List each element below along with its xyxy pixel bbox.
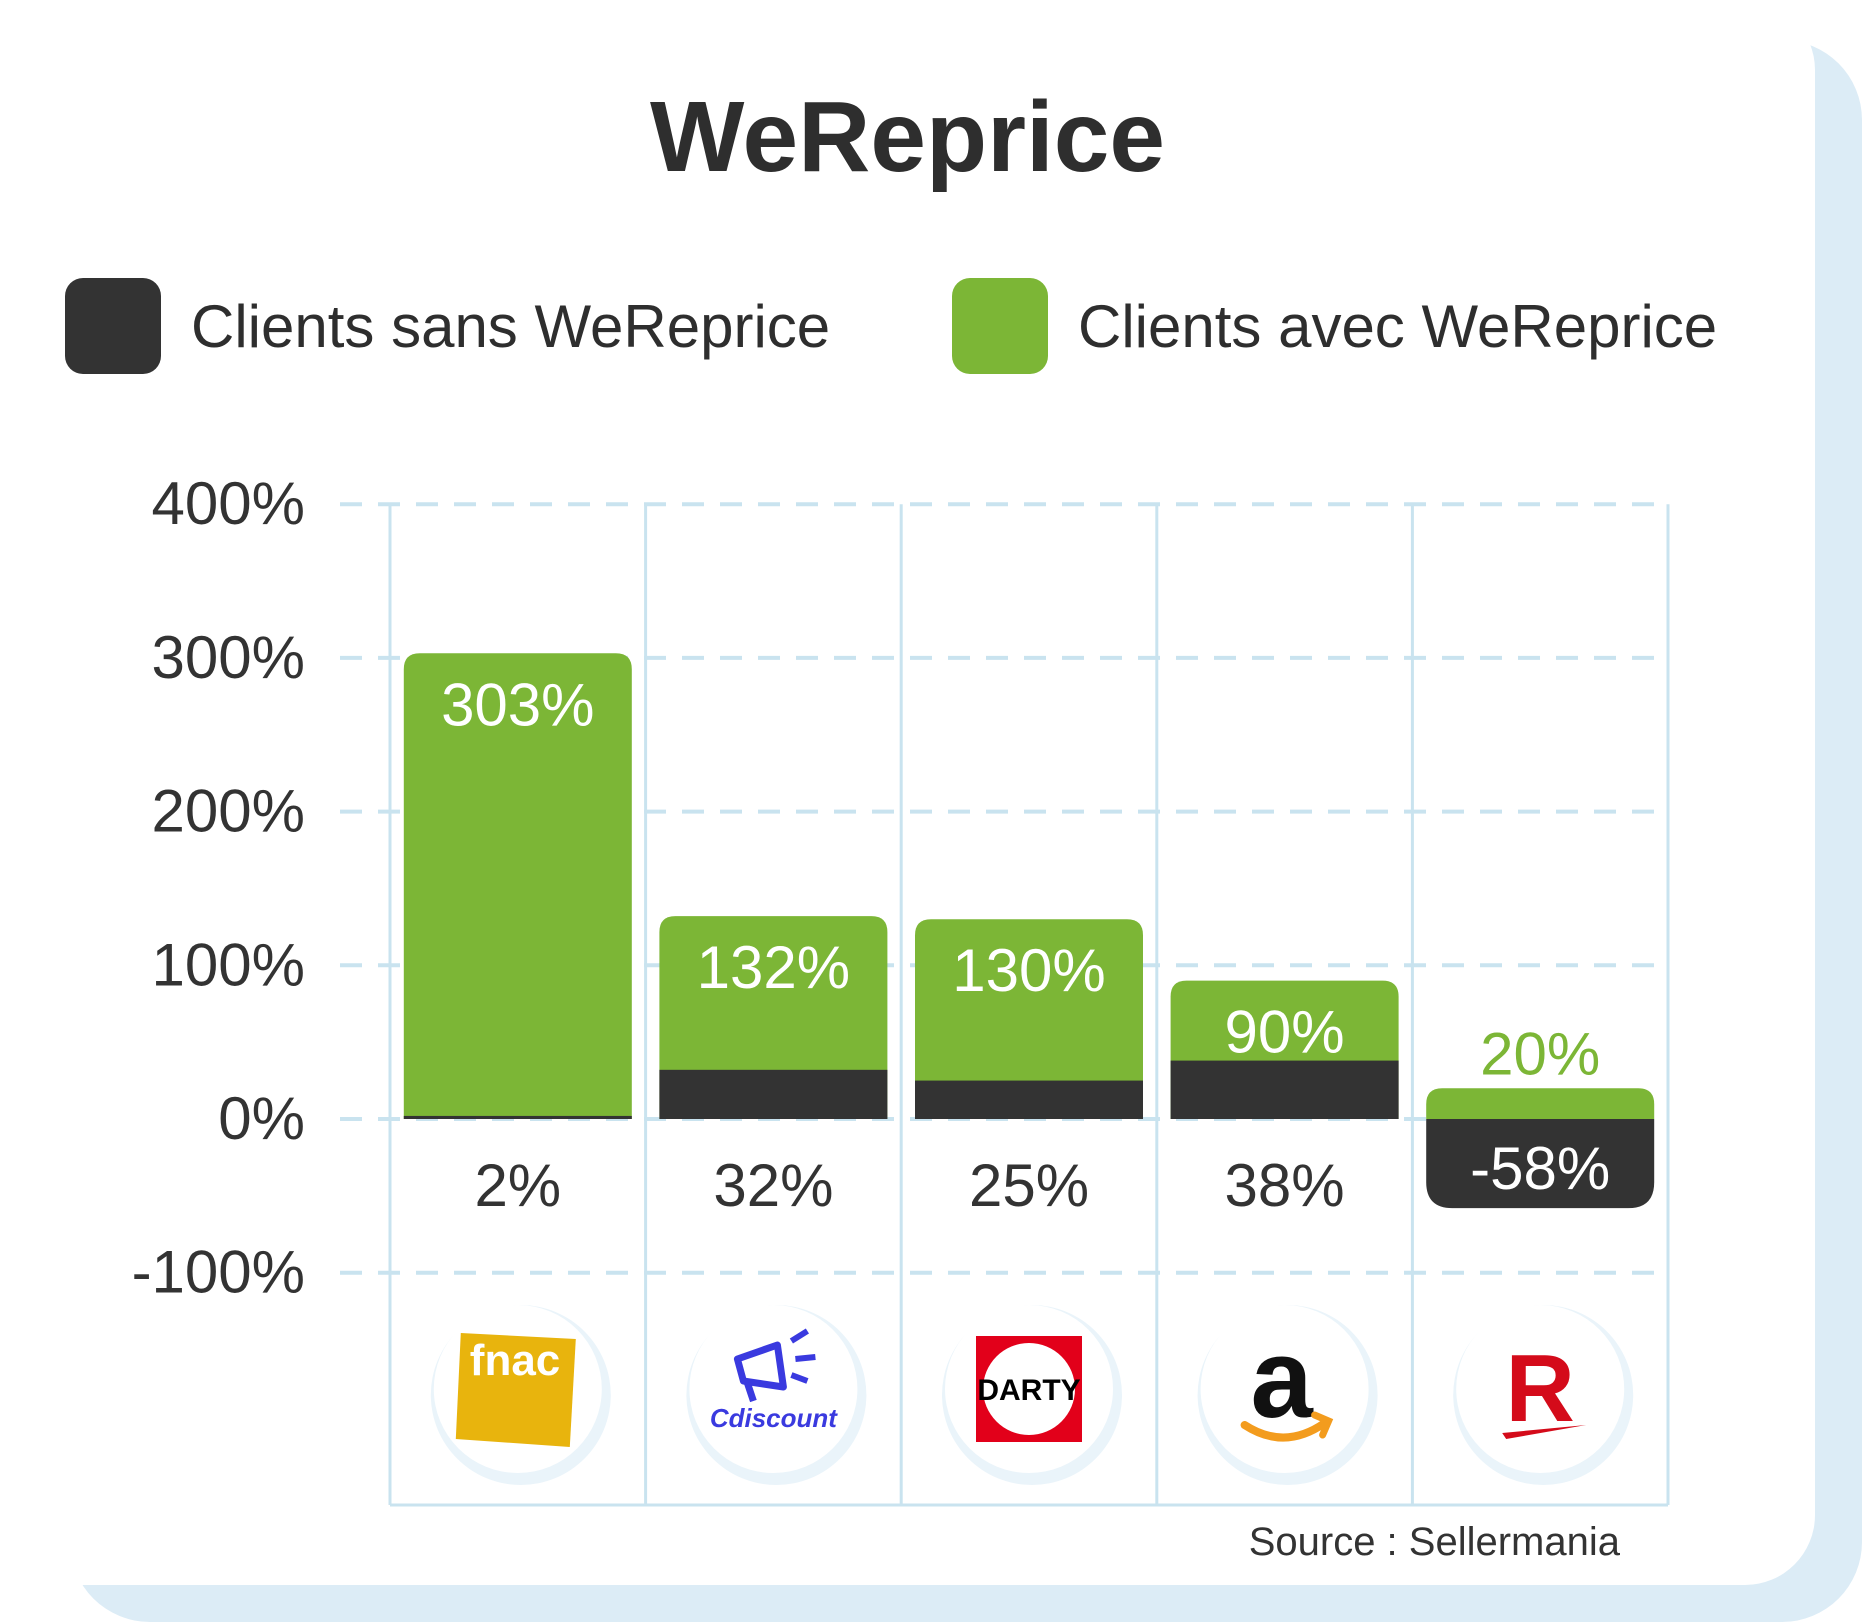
legend-label-avec: Clients avec WeReprice <box>1078 292 1718 360</box>
chart-title: WeReprice <box>649 81 1166 193</box>
bar-avec <box>659 916 888 1119</box>
megaphone-handle <box>744 1381 757 1403</box>
bar-sans <box>915 1080 1143 1119</box>
legend-swatch-avec <box>952 278 1048 374</box>
bar-sans <box>1426 1119 1655 1209</box>
amazon-arrow-icon <box>1311 1411 1334 1439</box>
megaphone-ray <box>795 1354 816 1362</box>
y-tick-label: 200% <box>152 778 305 845</box>
data-label-avec: 20% <box>1480 1020 1600 1087</box>
rakuten-logo-text: R <box>1506 1335 1575 1442</box>
darty-logo-circle <box>983 1343 1075 1435</box>
legend-item-avec: Clients avec WeReprice <box>952 278 1717 374</box>
data-label-sans: 38% <box>1225 1152 1345 1219</box>
megaphone-icon <box>733 1341 787 1391</box>
bar-sans <box>659 1069 888 1119</box>
chart-card: WeReprice Clients sans WeReprice Clients… <box>65 81 1718 1564</box>
y-tick-label: 400% <box>152 470 305 537</box>
megaphone-ray <box>789 1328 809 1344</box>
rakuten-swoosh-icon <box>1502 1425 1587 1439</box>
source-note: Source : Sellermania <box>1248 1520 1620 1564</box>
data-label-avec: 130% <box>952 937 1105 1004</box>
bar-sans <box>403 1115 632 1119</box>
y-tick-label: 100% <box>152 931 305 998</box>
y-tick-label: 300% <box>152 624 305 691</box>
data-label-sans: 25% <box>969 1152 1089 1219</box>
data-label-sans: 32% <box>713 1152 833 1219</box>
legend-item-sans: Clients sans WeReprice <box>65 278 830 374</box>
bar-avec <box>915 919 1143 1119</box>
y-tick-label: -100% <box>132 1239 305 1306</box>
bar-sans <box>1170 1060 1399 1119</box>
fnac-logo-text: fnac <box>470 1336 560 1385</box>
cdiscount-logo-text: Cdiscount <box>710 1403 838 1433</box>
bar-chart: 400% 300% 200% 100% 0% -100% 2% 303% 32% 132% 25% 1… <box>132 470 1670 1507</box>
data-label-avec: 132% <box>697 934 850 1001</box>
fnac-logo <box>455 1333 576 1447</box>
data-label-sans: 2% <box>474 1152 561 1219</box>
amazon-logo-text: a <box>1250 1316 1313 1441</box>
data-label-sans: -58% <box>1470 1135 1610 1202</box>
legend-swatch-sans <box>65 278 161 374</box>
darty-logo-text: DARTY <box>977 1374 1080 1407</box>
y-tick-label: 0% <box>218 1085 305 1152</box>
bar-avec <box>1426 1088 1655 1119</box>
bar-avec <box>403 653 632 1119</box>
rakuten-logo-circle <box>1456 1305 1625 1473</box>
megaphone-ray <box>790 1372 809 1384</box>
amazon-smile-icon <box>1240 1419 1329 1442</box>
data-label-avec: 303% <box>441 671 594 738</box>
legend-label-sans: Clients sans WeReprice <box>191 292 831 360</box>
data-label-avec: 90% <box>1225 999 1345 1066</box>
